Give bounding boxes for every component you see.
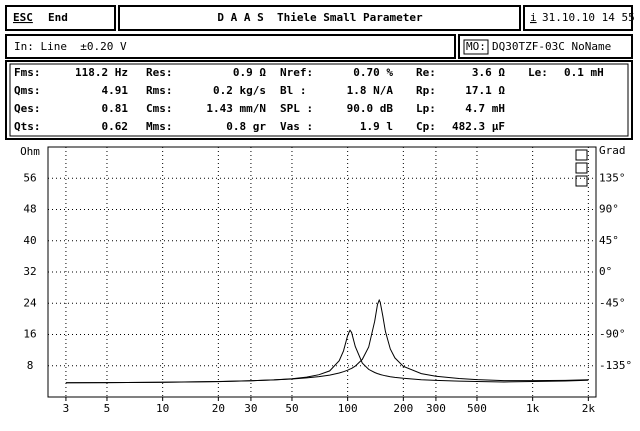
y2-tick-label: -90° — [599, 328, 626, 341]
param-value: 482.3 µF — [452, 120, 505, 133]
param-label: Fms: — [14, 66, 41, 79]
param-label: Cms: — [146, 102, 173, 115]
params-box — [5, 60, 633, 140]
x-tick-label: 5 — [104, 402, 111, 415]
param-value: 1.9 l — [360, 120, 393, 133]
param-label: Re: — [416, 66, 436, 79]
param-label: Cp: — [416, 120, 436, 133]
y-tick-label: 8 — [27, 359, 34, 372]
params-inner — [9, 63, 629, 137]
plot-icon[interactable] — [575, 149, 588, 161]
param-value: 4.7 mH — [465, 102, 505, 115]
info-box — [523, 5, 633, 31]
y2-tick-label: 0° — [599, 265, 612, 278]
param-value: 0.81 — [102, 102, 129, 115]
x-tick-label: 2k — [582, 402, 596, 415]
param-label: Rp: — [416, 84, 436, 97]
esc-button[interactable] — [5, 5, 116, 31]
x-tick-label: 20 — [212, 402, 225, 415]
y2-tick-label: 90° — [599, 203, 619, 216]
impedance-curve — [65, 298, 589, 384]
y-tick-label: 24 — [23, 296, 37, 309]
param-label: Qes: — [14, 102, 41, 115]
y2-tick-label: 135° — [599, 171, 626, 184]
y-tick-label: 48 — [23, 203, 36, 216]
x-tick-label: 300 — [426, 402, 446, 415]
param-label: Le: — [528, 66, 548, 79]
y-tick-label: 40 — [23, 234, 36, 247]
y2-tick-label: -45° — [599, 296, 626, 309]
input-box — [5, 34, 456, 59]
param-label: SPL : — [280, 102, 313, 115]
param-value: 0.70 % — [353, 66, 393, 79]
y-tick-label: 32 — [23, 265, 36, 278]
y2-tick-label: -135° — [599, 359, 632, 372]
info[interactable]: i — [530, 11, 537, 24]
x-tick-label: 10 — [156, 402, 169, 415]
action[interactable]: End — [48, 11, 68, 24]
param-value: 0.8 gr — [226, 120, 266, 133]
x-tick-label: 100 — [338, 402, 358, 415]
y-tick-label: 56 — [23, 171, 36, 184]
param-value: 90.0 dB — [347, 102, 394, 115]
x-tick-label: 500 — [467, 402, 487, 415]
param-value: 1.8 N/A — [347, 84, 394, 97]
param-value: 0.9 Ω — [233, 66, 266, 79]
x-tick-label: 1k — [526, 402, 540, 415]
datetime: 31.10.10 14 55 — [542, 11, 635, 24]
input: In: Line ±0.20 V — [14, 40, 127, 53]
param-label: Res: — [146, 66, 173, 79]
title: D A A S Thiele Small Parameter — [217, 11, 423, 24]
param-label: Rms: — [146, 84, 173, 97]
param-label: Nref: — [280, 66, 313, 79]
param-value: 3.6 Ω — [472, 66, 505, 79]
y2-tick-label: Grad — [599, 144, 626, 157]
x-tick-label: 200 — [393, 402, 413, 415]
y2-tick-label: 45° — [599, 234, 619, 247]
param-label: Qts: — [14, 120, 41, 133]
x-tick-label: 3 — [63, 402, 70, 415]
param-value: 118.2 Hz — [75, 66, 128, 79]
param-value: 0.2 kg/s — [213, 84, 266, 97]
plot-icon[interactable] — [575, 175, 588, 187]
key[interactable]: ESC — [13, 11, 33, 24]
y-tick-label: Ohm — [20, 145, 40, 158]
model-box — [458, 34, 633, 59]
model-label-box — [463, 39, 489, 55]
param-label: Bl : — [280, 84, 307, 97]
plot-icon[interactable] — [575, 162, 588, 174]
model: DQ30TZF-03C NoName — [492, 40, 611, 53]
title-box — [118, 5, 521, 31]
y-tick-label: 16 — [23, 328, 36, 341]
param-label: Qms: — [14, 84, 41, 97]
param-value: 1.43 mm/N — [206, 102, 266, 115]
param-label: Vas : — [280, 120, 313, 133]
param-value: 0.62 — [102, 120, 129, 133]
model-label: MO: — [466, 40, 486, 53]
param-value: 0.1 mH — [564, 66, 604, 79]
param-label: Mms: — [146, 120, 173, 133]
x-tick-label: 50 — [285, 402, 298, 415]
x-tick-label: 30 — [244, 402, 257, 415]
param-value: 17.1 Ω — [465, 84, 505, 97]
param-label: Lp: — [416, 102, 436, 115]
param-value: 4.91 — [102, 84, 129, 97]
